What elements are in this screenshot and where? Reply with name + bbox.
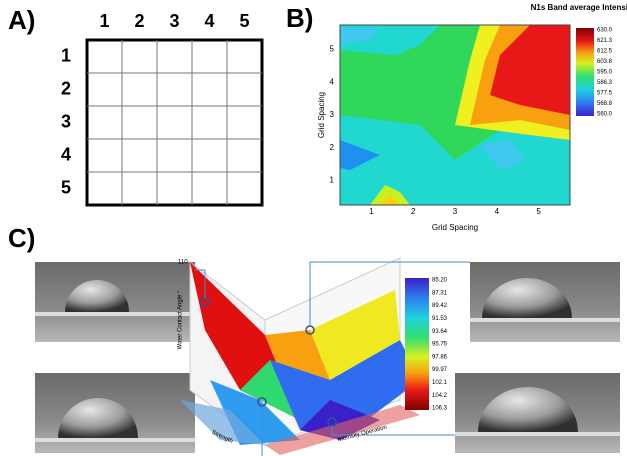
colorbar-label: 595.0 [597, 70, 613, 76]
colorbar-label: 568.8 [597, 101, 613, 107]
row-label: 3 [61, 111, 71, 131]
row-label: 5 [61, 177, 71, 197]
colorbar-label: 612.5 [597, 49, 613, 55]
x-tick-label: 1 [369, 207, 374, 216]
colorbar-label: 87.31 [432, 290, 448, 296]
x-tick-label: 4 [495, 207, 500, 216]
z-axis-label: Water Contact Angle ° [178, 290, 184, 349]
colorbar-label: 621.3 [597, 38, 613, 44]
panel-label: B) [286, 3, 313, 33]
colorbar-label: 104.2 [432, 393, 448, 399]
colorbar-label: 91.53 [432, 316, 448, 322]
colorbar-label: 95.75 [432, 342, 448, 348]
surface-plot [180, 257, 470, 456]
photos [35, 262, 620, 453]
contour-plot [339, 24, 571, 206]
colorbar-label: 89.42 [432, 303, 448, 309]
row-label: 2 [61, 78, 71, 98]
panel-label: A) [8, 5, 35, 35]
colorbar-label: 85.20 [432, 278, 448, 284]
colorbar-label: 630.0 [597, 28, 613, 34]
y-tick-label: 5 [330, 45, 335, 54]
x-tick-label: 2 [411, 207, 416, 216]
colorbar-label: 106.3 [432, 406, 448, 412]
colorbar-label: 93.64 [432, 329, 448, 335]
y-tick-label: 4 [330, 77, 335, 86]
colorbar-title: N1s Band average Intensity/ eV [531, 3, 627, 12]
colorbar-label: 577.5 [597, 91, 613, 97]
column-label: 1 [99, 11, 109, 31]
column-label: 2 [134, 11, 144, 31]
y-tick-label: 3 [330, 110, 335, 119]
z-tick-label: 110 [178, 260, 188, 266]
grid [85, 38, 264, 207]
column-label: 4 [204, 11, 214, 31]
colorbar-label: 560.0 [597, 112, 613, 118]
colorbar [576, 28, 594, 116]
colorbar-label: 586.3 [597, 80, 613, 86]
column-label: 3 [169, 11, 179, 31]
colorbar-label: 99.97 [432, 367, 448, 373]
colorbar-label: 102.1 [432, 380, 448, 386]
y-axis-label: Grid Spacing [317, 92, 326, 138]
y-tick-label: 2 [330, 143, 335, 152]
y-tick-label: 1 [330, 176, 335, 185]
x-tick-label: 5 [536, 207, 541, 216]
row-label: 1 [61, 45, 71, 65]
column-label: 5 [239, 11, 249, 31]
x-tick-label: 3 [453, 207, 458, 216]
colorbar-label: 603.8 [597, 59, 613, 65]
colorbar [405, 278, 429, 410]
row-label: 4 [61, 144, 71, 164]
panel-label: C) [8, 223, 35, 253]
x-axis-label: Grid Spacing [432, 223, 478, 232]
colorbar-label: 97.86 [432, 354, 448, 360]
